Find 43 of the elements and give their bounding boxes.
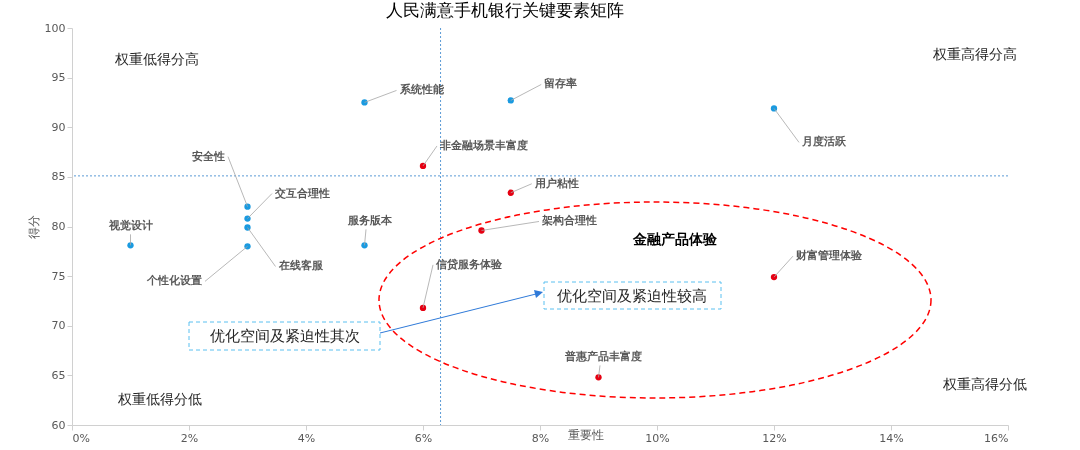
x-axis-title: 重要性	[567, 427, 604, 442]
annotation: 个性化设置	[146, 274, 202, 288]
annotation: 服务版本	[346, 214, 393, 228]
y-tick-label: 60	[51, 418, 66, 432]
x-tick-label: 16%	[984, 431, 1009, 445]
x-tick-label: 6%	[414, 431, 433, 445]
annotation: 交互合理性	[274, 186, 330, 200]
annotation: 架构合理性	[541, 214, 597, 228]
x-tick-label: 12%	[762, 431, 787, 445]
y-tick-label: 85	[51, 170, 66, 184]
annotation: 信贷服务体验	[435, 257, 503, 271]
annotation: 安全性	[192, 149, 225, 163]
annotation: 月度活跃	[801, 135, 847, 149]
y-tick-label: 70	[51, 319, 66, 333]
x-tick-label: 4%	[297, 431, 316, 445]
annotation: 权重低得分高	[114, 51, 199, 67]
annotation: 财富管理体验	[795, 249, 863, 263]
chart-title: 人民满意手机银行关键要素矩阵	[386, 0, 624, 20]
annotation: 权重低得分低	[117, 391, 202, 407]
y-axis-title: 得分	[26, 215, 41, 239]
y-tick-label: 90	[51, 120, 66, 134]
annotation: 系统性能	[398, 83, 445, 97]
annotation: 金融产品体验	[632, 231, 718, 247]
y-tick-label: 65	[51, 368, 66, 382]
y-tick-label: 80	[51, 220, 66, 233]
x-tick-label: 14%	[879, 431, 904, 445]
annotation: 优化空间及紧迫性其次	[210, 327, 360, 345]
annotation: 权重高得分高	[932, 46, 1017, 62]
annotation: 普惠产品丰富度	[564, 350, 642, 364]
x-tick-label: 8%	[531, 431, 550, 445]
y-tick-label: 100	[44, 21, 66, 35]
x-tick-label: 0%	[72, 431, 90, 445]
annotation: 优化空间及紧迫性较高	[557, 287, 707, 305]
x-tick-label: 2%	[180, 431, 199, 445]
y-tick-label: 95	[51, 71, 66, 85]
annotation: 在线客服	[277, 259, 324, 273]
annotation: 视觉设计	[107, 219, 153, 233]
x-tick-label: 10%	[645, 431, 670, 445]
annotation: 留存率	[544, 77, 578, 91]
y-tick-label: 75	[51, 269, 66, 283]
annotation: 用户粘性	[533, 176, 579, 190]
annotation: 权重高得分低	[942, 376, 1027, 392]
annotation: 非金融场景丰富度	[439, 138, 528, 152]
